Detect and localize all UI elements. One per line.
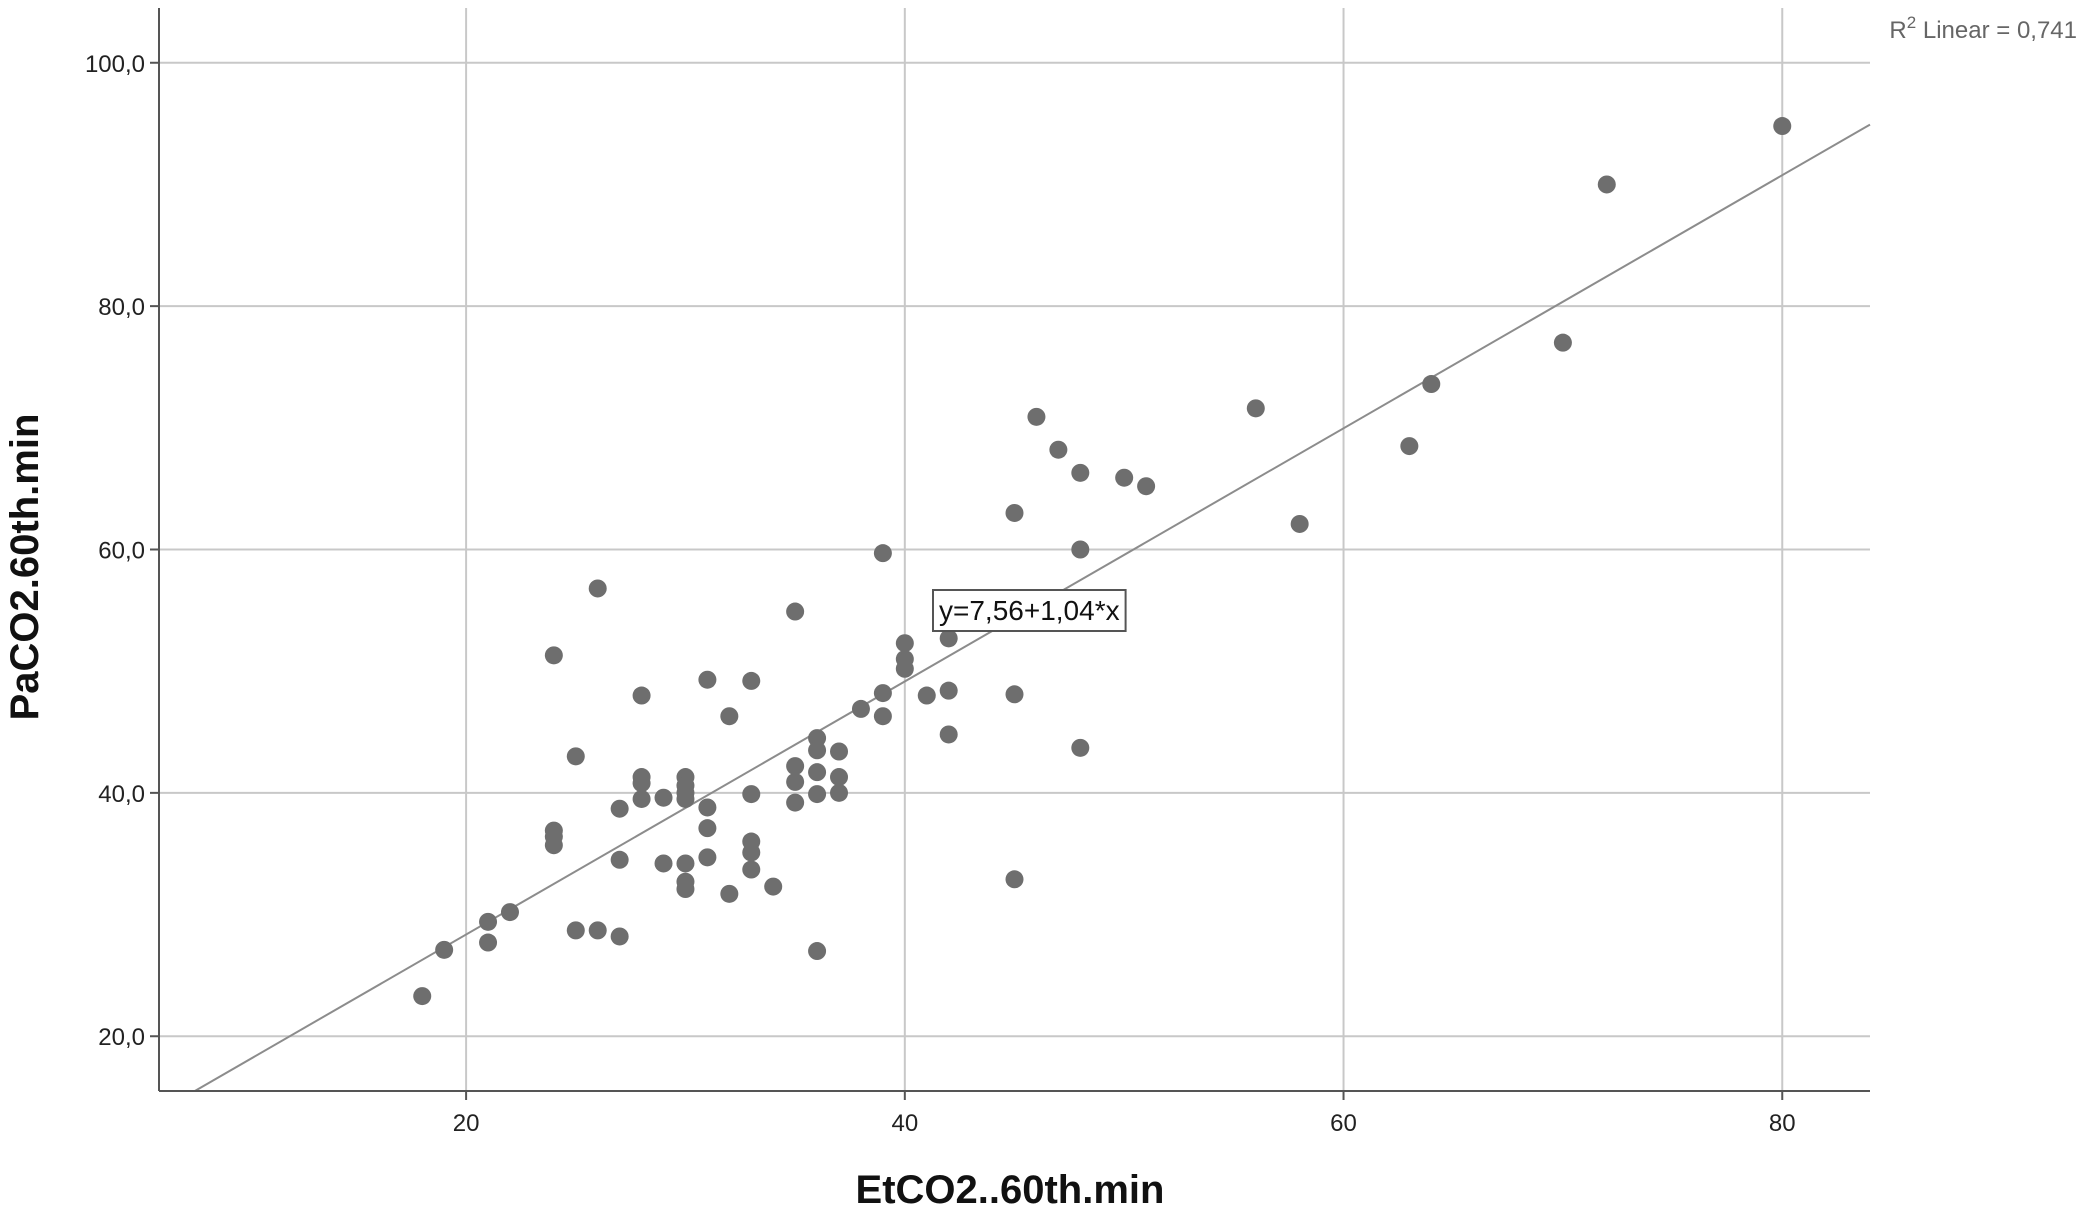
- r2-prefix: R: [1889, 17, 1906, 44]
- data-point: [698, 798, 717, 817]
- data-point: [764, 877, 783, 896]
- axes-layer: [150, 8, 1870, 1100]
- y-tick-label: 40,0: [98, 781, 145, 808]
- data-point: [1290, 514, 1309, 533]
- data-point: [566, 747, 585, 766]
- data-point: [742, 671, 761, 690]
- data-point: [632, 686, 651, 705]
- data-point: [1137, 477, 1156, 496]
- data-point: [588, 579, 607, 598]
- data-point: [830, 783, 849, 802]
- data-point: [851, 699, 870, 718]
- equation-box: [932, 589, 1127, 632]
- grid-layer: [159, 8, 1870, 1091]
- data-point: [1422, 375, 1441, 394]
- data-point: [1049, 440, 1068, 459]
- data-point: [1005, 870, 1024, 889]
- data-point: [610, 799, 629, 818]
- data-point: [1246, 399, 1265, 418]
- data-point: [1071, 540, 1090, 559]
- data-point: [632, 774, 651, 793]
- data-point: [895, 659, 914, 678]
- data-point: [698, 848, 717, 867]
- data-point: [610, 850, 629, 869]
- data-point: [676, 854, 695, 873]
- data-point: [566, 921, 585, 940]
- x-tick-label: 60: [1330, 1110, 1357, 1137]
- data-point: [895, 634, 914, 653]
- data-point: [742, 785, 761, 804]
- data-point: [1005, 503, 1024, 522]
- data-point: [786, 757, 805, 776]
- y-tick-label: 80,0: [98, 294, 145, 321]
- r2-suffix: Linear = 0,741: [1916, 17, 2077, 44]
- data-point: [786, 793, 805, 812]
- data-point: [698, 819, 717, 838]
- data-point: [1005, 685, 1024, 704]
- data-point: [720, 707, 739, 726]
- r-squared-label: R2 Linear = 0,741: [1889, 13, 2077, 44]
- x-tick-label: 40: [891, 1110, 918, 1137]
- data-point: [939, 629, 958, 648]
- x-axis-title: EtCO2..60th.min: [856, 1168, 1165, 1211]
- data-point: [808, 942, 827, 961]
- r2-superscript: 2: [1907, 13, 1916, 32]
- data-point: [939, 681, 958, 700]
- equation-text: y=7,56+1,04*x: [939, 595, 1120, 626]
- data-point: [720, 884, 739, 903]
- data-point: [808, 741, 827, 760]
- tick-labels-layer: 20 40 60 80 20,0 40,0 60,0 80,0 100,0: [85, 51, 1796, 1137]
- points-layer: [413, 117, 1792, 1006]
- data-point: [1071, 738, 1090, 757]
- data-point: [632, 789, 651, 808]
- y-axis-title: PaCO2.60th.min: [3, 414, 47, 721]
- data-point: [1400, 437, 1419, 456]
- data-point: [808, 785, 827, 804]
- data-point: [413, 987, 432, 1006]
- data-point: [742, 843, 761, 862]
- data-point: [479, 912, 498, 931]
- x-tick-label: 80: [1769, 1110, 1796, 1137]
- data-point: [544, 821, 563, 840]
- data-point: [676, 789, 695, 808]
- data-point: [435, 940, 454, 959]
- y-tick-label: 20,0: [98, 1024, 145, 1051]
- data-point: [654, 854, 673, 873]
- y-tick-label: 60,0: [98, 538, 145, 565]
- data-point: [873, 544, 892, 563]
- data-point: [610, 927, 629, 946]
- data-point: [917, 686, 936, 705]
- equation-label: y=7,56+1,04*x: [932, 589, 1127, 632]
- data-point: [786, 772, 805, 791]
- data-point: [939, 725, 958, 744]
- data-point: [830, 742, 849, 761]
- data-point: [873, 707, 892, 726]
- data-point: [500, 903, 519, 922]
- y-tick-label: 100,0: [85, 51, 145, 78]
- data-point: [1115, 468, 1134, 487]
- data-point: [742, 860, 761, 879]
- data-point: [676, 880, 695, 899]
- data-point: [479, 933, 498, 952]
- data-point: [873, 684, 892, 703]
- data-point: [588, 921, 607, 940]
- data-point: [698, 670, 717, 689]
- data-point: [830, 768, 849, 787]
- data-point: [1071, 463, 1090, 482]
- data-point: [1553, 333, 1572, 352]
- data-point: [786, 602, 805, 621]
- data-point: [1773, 117, 1792, 136]
- data-point: [544, 646, 563, 665]
- data-point: [1027, 407, 1046, 426]
- data-point: [808, 763, 827, 782]
- data-point: [654, 788, 673, 807]
- data-point: [1597, 175, 1616, 194]
- x-tick-label: 20: [453, 1110, 480, 1137]
